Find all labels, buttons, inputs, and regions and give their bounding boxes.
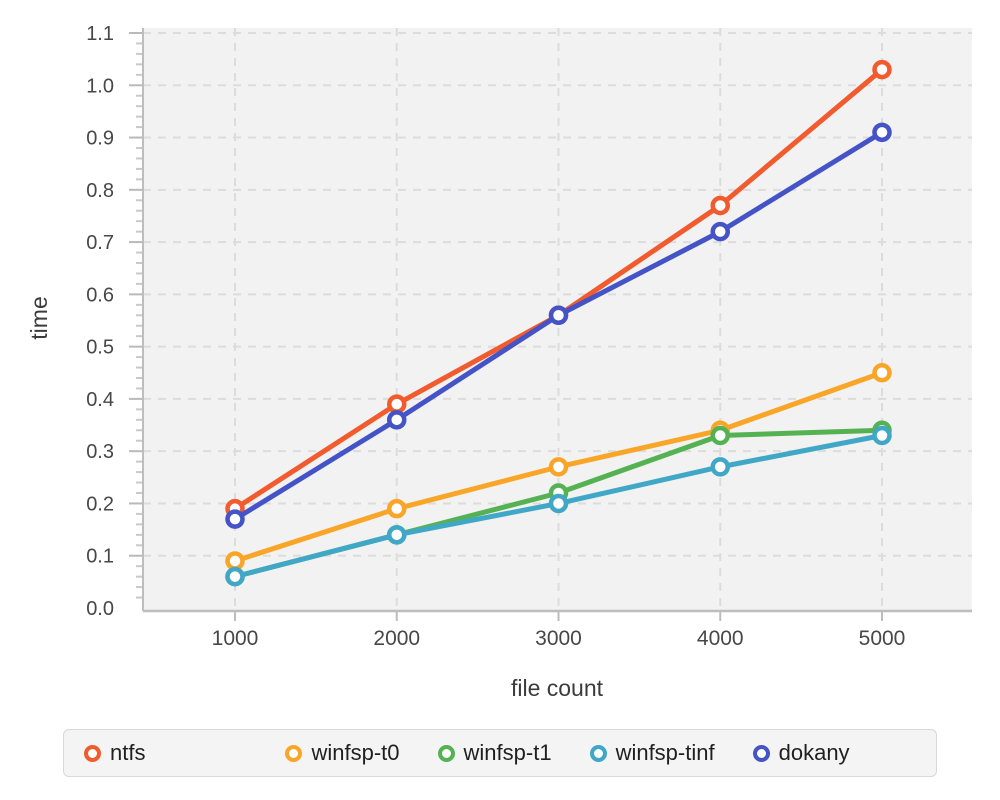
x-axis-title: file count xyxy=(511,675,604,701)
x-tick-label: 5000 xyxy=(859,627,906,650)
y-axis-title: time xyxy=(26,296,52,339)
y-tick-labels: 0.0 0.1 0.2 0.3 0.4 0.5 0.6 0.7 0.8 0.9 1.0 1.1 xyxy=(86,23,114,620)
marker-winfsp-t0 xyxy=(872,363,892,383)
y-tick-label: 0.7 xyxy=(86,232,114,254)
marker-winfsp-t1 xyxy=(710,425,730,446)
legend-item-ntfs[interactable]: ntfs xyxy=(84,740,145,766)
legend-item-winfsp-t1[interactable]: winfsp-t1 xyxy=(437,740,552,766)
marker-winfsp-tinf xyxy=(548,493,569,514)
horizontal-gridlines xyxy=(143,32,972,557)
chart-layers: 0.0 0.1 0.2 0.3 0.4 0.5 0.6 0.7 0.8 0.9 1.0 1.1 1000… xyxy=(86,23,972,650)
marker-winfsp-tinf xyxy=(872,425,892,446)
line-chart: 0.0 0.1 0.2 0.3 0.4 0.5 0.6 0.7 0.8 0.9 1.0 1.1 1000… xyxy=(26,23,972,701)
legend-ring-icon xyxy=(437,744,455,762)
y-tick-label: 0.0 xyxy=(86,598,114,620)
y-tick-label: 0.9 xyxy=(86,128,114,150)
legend-label: winfsp-t1 xyxy=(463,740,552,765)
marker-dokany xyxy=(548,305,569,326)
legend-label: ntfs xyxy=(110,740,146,765)
y-tick-label: 0.6 xyxy=(86,284,114,306)
x-axis-ticks xyxy=(234,611,883,621)
legend-label: winfsp-t0 xyxy=(311,740,400,765)
legend-ring-icon xyxy=(84,744,101,762)
legend-ring-icon xyxy=(285,744,303,762)
legend-item-dokany[interactable]: dokany xyxy=(752,740,850,766)
marker-ntfs xyxy=(387,394,407,414)
y-tick-label: 0.5 xyxy=(86,337,114,359)
y-tick-label: 1.0 xyxy=(86,75,114,97)
x-tick-label: 3000 xyxy=(535,627,582,650)
marker-dokany xyxy=(225,509,245,529)
series-dokany xyxy=(225,122,892,529)
y-tick-label: 0.2 xyxy=(86,493,114,515)
y-tick-label: 0.4 xyxy=(86,389,114,411)
y-tick-label: 0.3 xyxy=(86,441,114,463)
legend-label: winfsp-tinf xyxy=(615,740,715,765)
x-tick-label: 1000 xyxy=(212,627,259,650)
marker-winfsp-t0 xyxy=(548,457,569,477)
legend: ntfs winfsp-t0 winfsp-t1 winfsp-tinf dokany xyxy=(63,729,937,777)
y-tick-label: 1.1 xyxy=(86,23,114,45)
y-tick-label: 0.8 xyxy=(86,180,114,202)
legend-label: dokany xyxy=(778,740,850,765)
marker-winfsp-t0 xyxy=(387,498,407,519)
y-axis-ticks xyxy=(129,32,143,599)
legend-ring-icon xyxy=(752,744,770,762)
x-tick-label: 2000 xyxy=(373,627,420,650)
marker-ntfs xyxy=(872,59,892,80)
series-winfsp-tinf xyxy=(225,425,892,587)
marker-winfsp-tinf xyxy=(387,525,407,545)
y-tick-label: 0.1 xyxy=(86,546,114,568)
marker-dokany xyxy=(710,221,730,242)
legend-item-winfsp-tinf[interactable]: winfsp-tinf xyxy=(589,740,715,766)
marker-dokany xyxy=(872,122,892,143)
marker-ntfs xyxy=(710,195,730,216)
marker-winfsp-tinf xyxy=(710,457,730,477)
x-tick-labels: 1000 2000 3000 4000 5000 xyxy=(212,627,906,650)
x-tick-label: 4000 xyxy=(697,627,744,650)
marker-winfsp-tinf xyxy=(225,566,245,587)
marker-winfsp-t0 xyxy=(225,551,245,571)
legend-item-winfsp-t0[interactable]: winfsp-t0 xyxy=(285,740,400,766)
marker-dokany xyxy=(387,410,407,430)
legend-ring-icon xyxy=(589,744,607,762)
